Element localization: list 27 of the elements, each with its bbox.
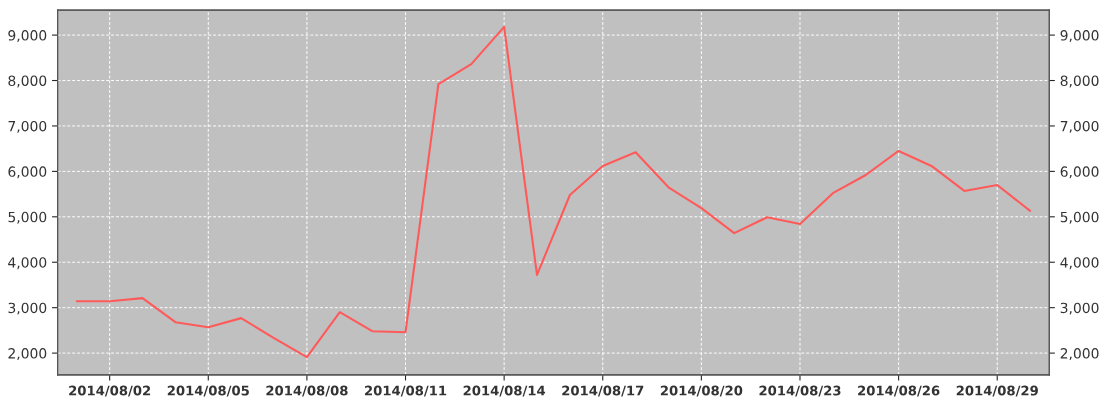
y-tick-label: 6,000 — [8, 166, 47, 179]
x-tick-label: 2014/08/20 — [660, 385, 743, 397]
x-tick-label: 2014/08/05 — [167, 385, 249, 397]
y-tick-label: 3,000 — [8, 302, 47, 315]
y2-tick-label: 5,000 — [1060, 211, 1099, 224]
x-tick-label: 2014/08/17 — [562, 385, 644, 397]
y2-tick-label: 9,000 — [1060, 30, 1099, 42]
x-tick-label: 2014/08/11 — [365, 385, 447, 397]
y2-tick-label: 8,000 — [1060, 75, 1099, 88]
y-tick-label: 7,000 — [8, 120, 47, 133]
y2-tick-label: 3,000 — [1060, 302, 1099, 315]
x-tick-label: 2014/08/26 — [858, 385, 940, 397]
y2-tick-label: 2,000 — [1060, 348, 1099, 360]
x-tick-label: 2014/08/02 — [69, 385, 151, 397]
x-tick-label: 2014/08/23 — [759, 385, 841, 397]
y-tick-label: 8,000 — [8, 75, 47, 88]
y-tick-label: 4,000 — [8, 257, 47, 270]
y-tick-label: 2,000 — [8, 348, 47, 360]
line-series — [75, 25, 1032, 359]
y2-tick-label: 6,000 — [1060, 166, 1099, 179]
y-tick-label: 5,000 — [8, 211, 47, 224]
y2-tick-label: 4,000 — [1060, 257, 1099, 270]
x-tick-label: 2014/08/29 — [956, 385, 1038, 397]
x-tick-label: 2014/08/08 — [266, 385, 348, 397]
y2-tick-label: 7,000 — [1060, 120, 1099, 133]
x-tick-label: 2014/08/14 — [463, 385, 546, 397]
y-tick-label: 9,000 — [8, 30, 47, 42]
